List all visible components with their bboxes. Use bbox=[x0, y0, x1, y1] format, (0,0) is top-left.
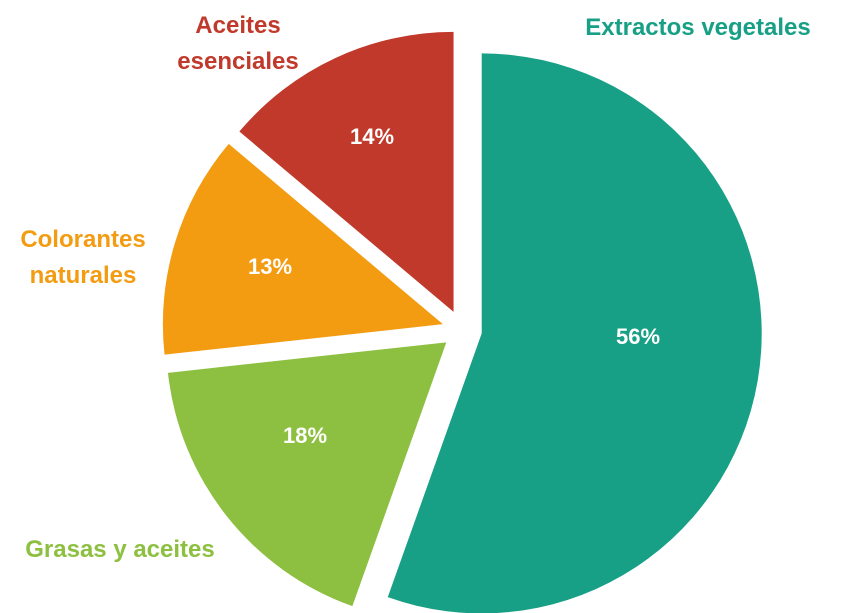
category-label: Colorantes naturales bbox=[20, 226, 146, 289]
pie-slice bbox=[162, 143, 443, 355]
slice-value-label: 14% bbox=[350, 124, 394, 149]
slice-value-label: 56% bbox=[616, 324, 660, 349]
slice-value-label: 13% bbox=[248, 254, 292, 279]
category-label: Aceites esenciales bbox=[177, 12, 299, 75]
pie-slice bbox=[387, 53, 762, 613]
pie-slice bbox=[239, 31, 454, 312]
slice-value-label: 18% bbox=[283, 423, 327, 448]
category-label: Extractos vegetales bbox=[585, 14, 811, 41]
pie-slice bbox=[167, 342, 447, 607]
category-label: Grasas y aceites bbox=[25, 536, 215, 563]
